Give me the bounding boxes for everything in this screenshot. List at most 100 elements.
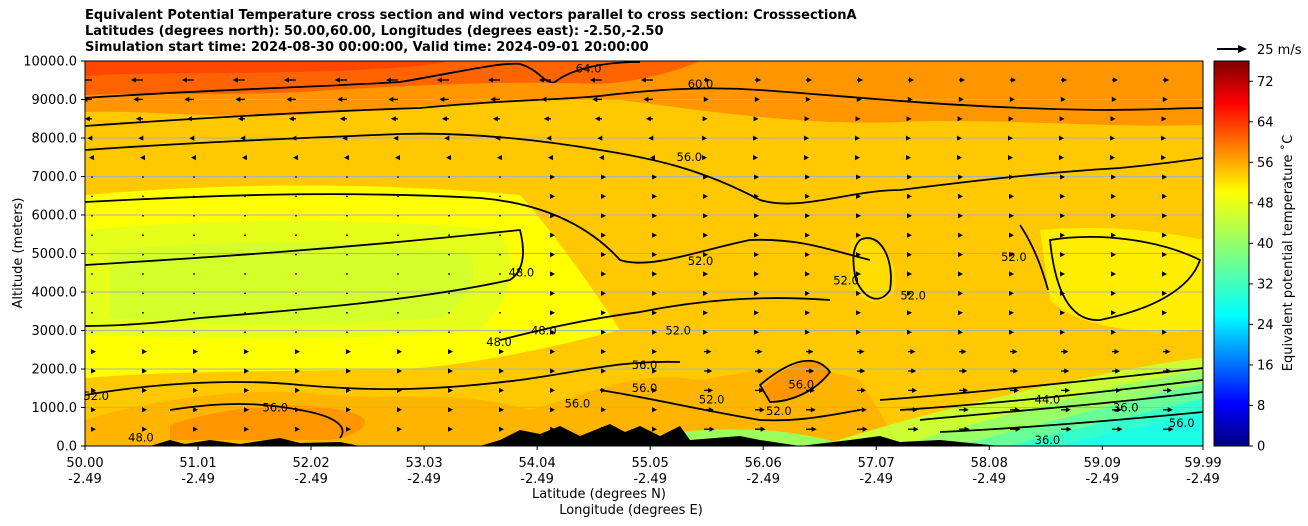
wind-vector-head	[1067, 446, 1072, 451]
wind-vector-head	[1117, 426, 1123, 432]
wind-vector	[448, 331, 450, 334]
x-tick-label-lon: -2.49	[1085, 472, 1119, 487]
wind-vector-head	[601, 407, 606, 413]
wind-vector	[499, 195, 501, 198]
wind-vector-head	[601, 252, 606, 258]
wind-vector-head	[810, 387, 816, 393]
wind-vector-head	[703, 232, 708, 238]
wind-vector	[295, 292, 297, 295]
contour-36b	[939, 411, 1203, 433]
wind-vector-head	[1113, 77, 1119, 83]
wind-vector-head	[1064, 368, 1070, 374]
wind-vector-head	[140, 155, 145, 161]
wind-vector-head	[130, 77, 136, 83]
wind-vector-head	[334, 77, 340, 83]
wind-vector-head	[914, 446, 919, 451]
wind-vector	[448, 195, 450, 198]
contour-56-low	[169, 403, 344, 439]
wind-vector-head	[1111, 213, 1116, 219]
wind-vector-head	[907, 310, 912, 316]
wind-vector-head	[1011, 77, 1017, 83]
wind-vector	[346, 253, 348, 256]
wind-vector-head	[1115, 368, 1121, 374]
wind-vector-head	[702, 155, 707, 161]
wind-vector-head	[244, 368, 249, 374]
wind-vector-head	[907, 174, 912, 180]
wind-vector-head	[804, 155, 809, 161]
wind-vector-head	[761, 446, 766, 451]
wind-vector-head	[1166, 368, 1172, 374]
colorbar-gradient	[1213, 60, 1250, 447]
wind-vector-head	[1167, 387, 1173, 393]
wind-vector-head	[1161, 135, 1166, 141]
wind-vector-head	[1167, 407, 1173, 413]
wind-vector-head	[754, 290, 759, 296]
wind-vector-head	[862, 426, 868, 432]
wind-vector-head	[184, 96, 190, 102]
wind-vector-head	[652, 368, 657, 374]
wind-vector-head	[957, 135, 962, 141]
wind-vector-head	[397, 426, 402, 432]
wind-vector-head	[193, 407, 198, 413]
contour-52-loop	[852, 237, 892, 300]
wind-vector-head	[346, 426, 351, 432]
wind-vector-head	[91, 349, 96, 355]
wind-vector-head	[550, 290, 555, 296]
wind-vector-head	[291, 135, 297, 141]
wind-vector-head	[805, 193, 810, 199]
wind-vector-head	[1162, 271, 1167, 277]
wind-vector-head	[548, 155, 553, 161]
wind-vector-head	[1111, 329, 1116, 335]
y-tick-label: 2000.0	[32, 363, 78, 378]
x-tick-label-lon: -2.49	[294, 472, 328, 487]
wind-vector	[346, 292, 348, 295]
wind-vector-head	[1162, 310, 1167, 316]
wind-vector-head	[907, 290, 912, 296]
wind-vector-head	[237, 116, 243, 122]
wind-vector-head	[805, 329, 810, 335]
wind-vector-head	[550, 252, 555, 258]
wind-vector	[499, 176, 501, 178]
contour-labels: 64.0 60.0 56.0 52.0 48.0 48.0 48.0 52.0 56.0 56.0…	[83, 62, 1194, 448]
wind-vector-head	[703, 96, 709, 102]
wind-vector	[193, 234, 195, 237]
y-tick-label: 5000.0	[32, 247, 78, 262]
wind-vector-head	[703, 174, 708, 180]
wind-vector-head	[804, 135, 809, 141]
wind-vector-head	[963, 407, 969, 413]
wind-vector-head	[142, 426, 147, 432]
wind-vector-head	[601, 426, 606, 432]
wind-vector	[346, 214, 348, 217]
wind-vector-head	[1009, 329, 1014, 335]
wind-vector-head	[804, 116, 810, 122]
wind-vector-head	[448, 349, 453, 355]
wind-vector-head	[709, 426, 715, 432]
wind-vector-head	[754, 193, 759, 199]
wind-vector	[244, 292, 246, 295]
wind-vector-head	[710, 446, 715, 451]
wind-vector-head	[1168, 426, 1174, 432]
wind-vector-head	[1111, 96, 1117, 102]
wind-vector-head	[295, 426, 300, 432]
wind-vector-head	[1164, 77, 1170, 83]
wind-vector-head	[809, 368, 815, 374]
contour-56b	[85, 360, 681, 396]
wind-vector-head	[1161, 155, 1166, 161]
wind-vector-head	[1118, 446, 1123, 451]
wind-vector-head	[703, 252, 708, 258]
wind-vector-head	[135, 116, 141, 122]
wind-vector-head	[1009, 213, 1014, 219]
wind-vector	[295, 273, 297, 275]
wind-vector-head	[337, 96, 343, 102]
wind-vector	[244, 176, 246, 178]
wind-vector-head	[705, 77, 711, 83]
wind-vector-head	[913, 426, 919, 432]
wind-vector	[142, 292, 144, 295]
wind-vector-head	[906, 116, 912, 122]
wind-vector-head	[397, 387, 402, 393]
wind-vector-head	[856, 232, 861, 238]
y-tick-label: 4000.0	[32, 286, 78, 301]
wind-vector-head	[344, 155, 349, 161]
wind-vector	[346, 195, 348, 198]
wind-vector-head	[1162, 329, 1167, 335]
